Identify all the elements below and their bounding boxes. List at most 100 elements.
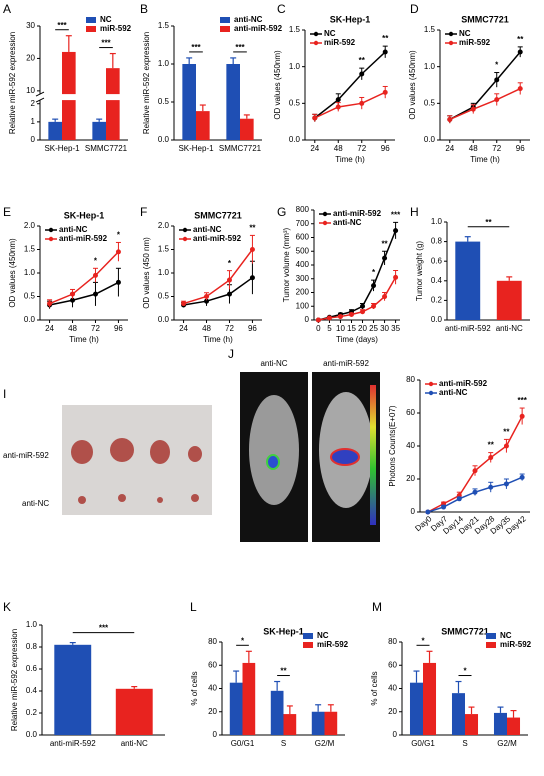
tumors — [71, 438, 202, 504]
bar — [115, 688, 153, 735]
point — [393, 274, 399, 280]
y-tick-label: 0.4 — [26, 686, 38, 695]
line — [449, 51, 521, 121]
x-tick-label: 20 — [358, 324, 367, 333]
y-axis-label: Tumor volume (mm³) — [282, 227, 291, 302]
y-axis-label: % of cells — [370, 671, 379, 705]
x-tick-label: G0/G1 — [231, 739, 255, 748]
point — [393, 228, 399, 234]
legend-swatch — [303, 633, 313, 639]
annotation: * — [372, 268, 376, 277]
bar — [106, 68, 120, 140]
panel-label: L — [190, 600, 197, 614]
x-tick-label: 5 — [327, 324, 332, 333]
bar — [311, 711, 325, 735]
panel-label: K — [3, 600, 11, 614]
legend-dot — [322, 220, 328, 226]
panel-label: M — [372, 600, 382, 614]
panel-label: F — [140, 205, 147, 219]
point — [503, 443, 509, 449]
y-axis-label: OD values (450nm) — [273, 50, 282, 120]
legend-label: miR-592 — [100, 24, 132, 33]
bar — [182, 64, 196, 140]
legend-label: miR-592 — [317, 640, 349, 649]
annotation: * — [463, 667, 467, 676]
legend-dot — [428, 381, 434, 387]
bar — [240, 118, 254, 140]
y-tick-label: 0.0 — [289, 135, 301, 144]
bar — [92, 121, 106, 140]
y-tick-label: 1.5 — [424, 25, 436, 34]
x-tick-label: G0/G1 — [411, 739, 435, 748]
y-tick-label: 400 — [296, 260, 310, 269]
legend-swatch — [486, 642, 496, 648]
point — [382, 49, 388, 55]
bar — [496, 280, 522, 320]
y-tick-label: 80 — [388, 637, 397, 646]
y-tick-label: 0.5 — [24, 292, 36, 301]
y-tick-label: 20 — [388, 707, 397, 716]
annotation: ** — [503, 428, 510, 437]
panel-label: C — [277, 2, 286, 16]
y-tick-label: 0 — [393, 730, 398, 739]
legend-dot — [322, 211, 328, 217]
chart-title: SK-Hep-1 — [64, 210, 105, 220]
legend-dot — [428, 390, 434, 396]
x-axis-label: Time (days) — [336, 335, 378, 344]
legend-dot — [313, 31, 319, 37]
panel-label: I — [3, 387, 6, 401]
legend-label: anti-NC — [439, 388, 468, 397]
bar — [242, 662, 256, 735]
legend-label: anti-miR-592 — [234, 24, 283, 33]
y-axis-label: OD values (450nm) — [8, 238, 17, 308]
point — [204, 294, 210, 299]
y-tick-label: 0.0 — [24, 315, 36, 324]
legend-swatch — [86, 26, 96, 32]
bar — [455, 241, 481, 320]
annotation: ** — [381, 239, 388, 248]
legend-label: miR-592 — [324, 38, 356, 47]
legend-swatch — [220, 17, 230, 23]
y-tick-label: 80 — [208, 637, 217, 646]
x-tick-label: 96 — [114, 324, 123, 333]
y-tick-label: 0.0 — [158, 135, 170, 144]
x-tick-label: 72 — [357, 144, 366, 153]
point — [348, 312, 354, 317]
legend-dot — [182, 227, 188, 233]
y-tick-label: 0.8 — [431, 237, 443, 246]
y-tick-label: 1.5 — [158, 21, 170, 30]
y-tick-label: 0.6 — [431, 256, 443, 265]
bar — [48, 121, 62, 140]
x-tick-label: 72 — [225, 324, 234, 333]
legend-dot — [48, 227, 54, 233]
y-tick-label: 10 — [26, 86, 35, 95]
x-tick-label: SMMC7721 — [219, 144, 262, 153]
point — [226, 277, 232, 283]
legend-label: miR-592 — [459, 38, 491, 47]
legend-label: anti-miR-592 — [439, 379, 488, 388]
point — [494, 77, 500, 83]
y-tick-label: 1.0 — [26, 620, 38, 629]
panel-label: E — [3, 205, 11, 219]
y-tick-label: 2 — [31, 99, 36, 108]
y-axis-label: OD values (450nm) — [408, 50, 417, 120]
point — [92, 272, 98, 278]
point — [503, 481, 509, 487]
y-tick-label: 0 — [213, 730, 218, 739]
x-axis-label: Time (h) — [470, 155, 500, 164]
point — [472, 468, 478, 474]
break-mark — [35, 91, 45, 97]
x-tick-label: 24 — [310, 144, 319, 153]
y-tick-label: 0 — [411, 507, 416, 516]
point — [47, 301, 53, 307]
legend-label: anti-NC — [333, 218, 362, 227]
x-tick-label: 96 — [248, 324, 257, 333]
bar — [451, 693, 465, 735]
y-tick-label: 0.5 — [158, 97, 170, 106]
x-tick-label: 15 — [347, 324, 356, 333]
line — [49, 251, 119, 305]
break-mark — [35, 97, 45, 103]
annotation: ** — [485, 218, 492, 227]
panel-label: A — [3, 2, 11, 16]
